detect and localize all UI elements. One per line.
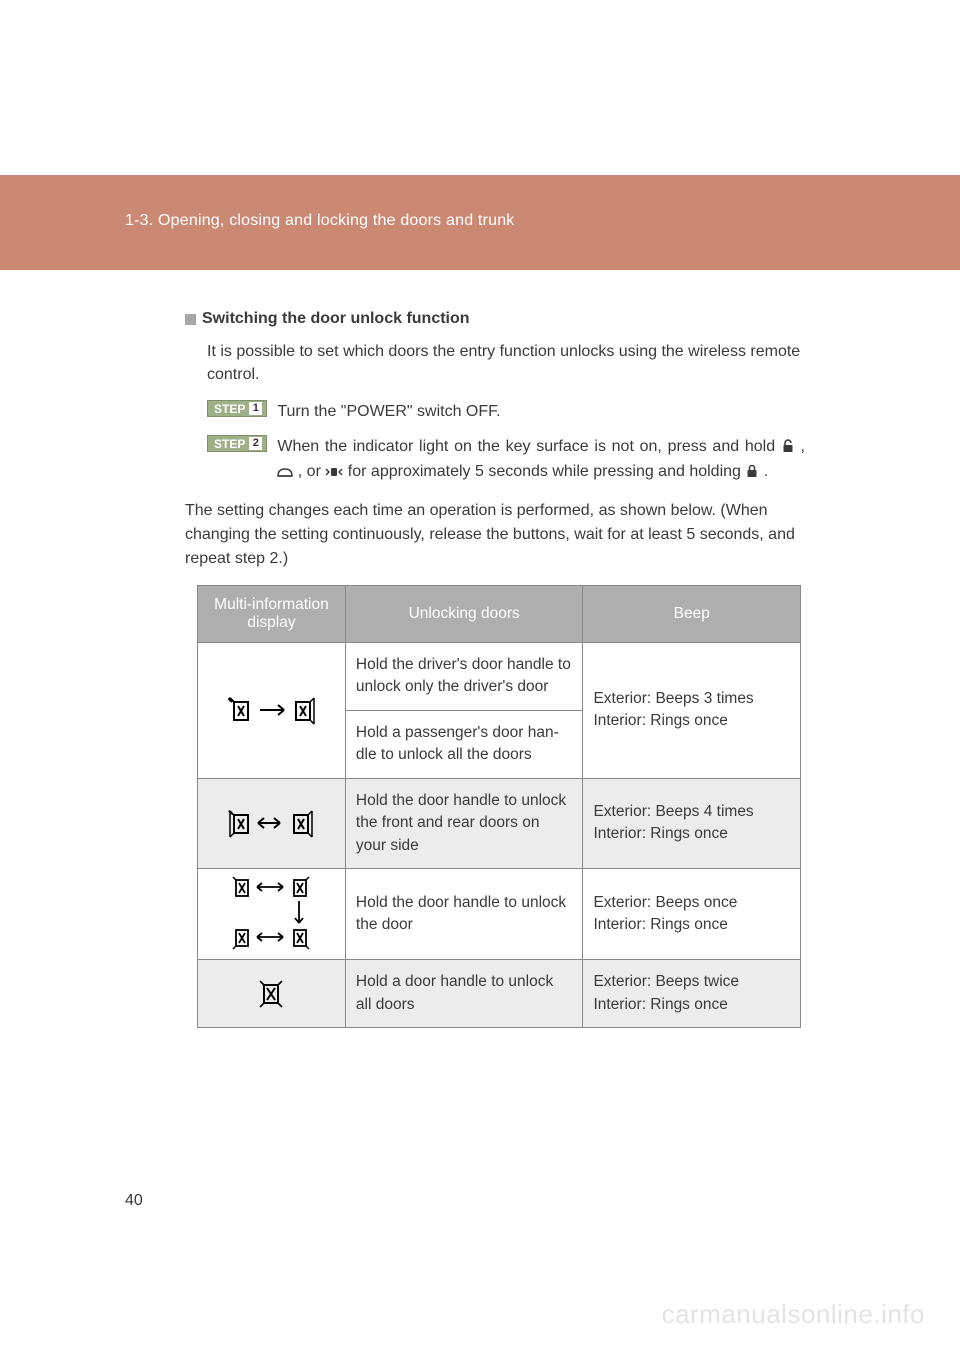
table-row: Hold a door handle to unlock all doors E… — [198, 960, 801, 1028]
step-2-text: When the indicator light on the key surf… — [277, 435, 805, 485]
header-band: 1-3. Opening, closing and locking the do… — [0, 175, 960, 270]
step-2-text-a: When the indicator light on the key surf… — [277, 438, 780, 455]
panic-icon — [325, 466, 343, 478]
table-header-beep: Beep — [583, 585, 801, 642]
driver-to-all-icon — [216, 686, 326, 734]
step-1: STEP 1 Turn the "POWER" switch OFF. — [207, 400, 805, 425]
unlock-cell: Hold the door handle to unlock the door — [345, 869, 583, 960]
step-label: STEP — [214, 403, 245, 415]
beep-cell: Exterior: Beeps once Interior: Rings onc… — [583, 869, 801, 960]
step-2-text-b: for approximately 5 seconds while pressi… — [343, 463, 745, 480]
section-header: 1-3. Opening, closing and locking the do… — [125, 212, 515, 230]
table-row: Hold the driver's door handle to unlock … — [198, 642, 801, 710]
table-header-display: Multi-information display — [198, 585, 346, 642]
page-number: 40 — [125, 1192, 143, 1210]
trunk-icon — [277, 466, 293, 478]
step-2-text-c: . — [759, 463, 768, 480]
table-row: Hold the door handle to unlock the door … — [198, 869, 801, 960]
note-paragraph: The setting changes each time an operati… — [185, 499, 805, 571]
all-doors-icon — [241, 974, 301, 1014]
display-cell — [198, 869, 346, 960]
step-2-sep1: , — [795, 438, 805, 455]
beep-cell: Exterior: Beeps 3 times Interior: Rings … — [583, 642, 801, 778]
unlock-cell: Hold the door handle to unlock the front… — [345, 778, 583, 868]
step-number: 2 — [249, 437, 262, 450]
beep-cell: Exterior: Beeps twice Interior: Rings on… — [583, 960, 801, 1028]
side-pair-icon — [216, 799, 326, 847]
unlock-cell: Hold the driver's door handle to unlock … — [345, 642, 583, 710]
unlock-cell: Hold a door handle to unlock all doors — [345, 960, 583, 1028]
table-row: Hold the door handle to unlock the front… — [198, 778, 801, 868]
subheading: Switching the door unlock function — [202, 310, 470, 328]
unlock-icon — [781, 439, 795, 453]
step-2: STEP 2 When the indicator light on the k… — [207, 435, 805, 485]
watermark: carmanualsonline.info — [662, 1299, 925, 1330]
step-label: STEP — [214, 438, 245, 450]
step-badge: STEP 2 — [207, 435, 267, 452]
step-badge: STEP 1 — [207, 400, 267, 417]
square-bullet-icon — [185, 314, 196, 325]
page-content: Switching the door unlock function It is… — [185, 310, 805, 1028]
step-2-sep2: , or — [293, 463, 325, 480]
beep-cell: Exterior: Beeps 4 times Interior: Rings … — [583, 778, 801, 868]
table-header-unlock: Unlocking doors — [345, 585, 583, 642]
step-number: 1 — [249, 402, 262, 415]
settings-table: Multi-information display Unlocking door… — [197, 585, 801, 1028]
step-1-text: Turn the "POWER" switch OFF. — [277, 400, 500, 425]
display-cell — [198, 960, 346, 1028]
each-door-icon — [211, 869, 331, 959]
unlock-cell: Hold a passenger's door han­dle to unloc… — [345, 710, 583, 778]
lock-icon — [745, 464, 759, 478]
display-cell — [198, 642, 346, 778]
display-cell — [198, 778, 346, 868]
intro-paragraph: It is possible to set which doors the en… — [207, 340, 805, 386]
